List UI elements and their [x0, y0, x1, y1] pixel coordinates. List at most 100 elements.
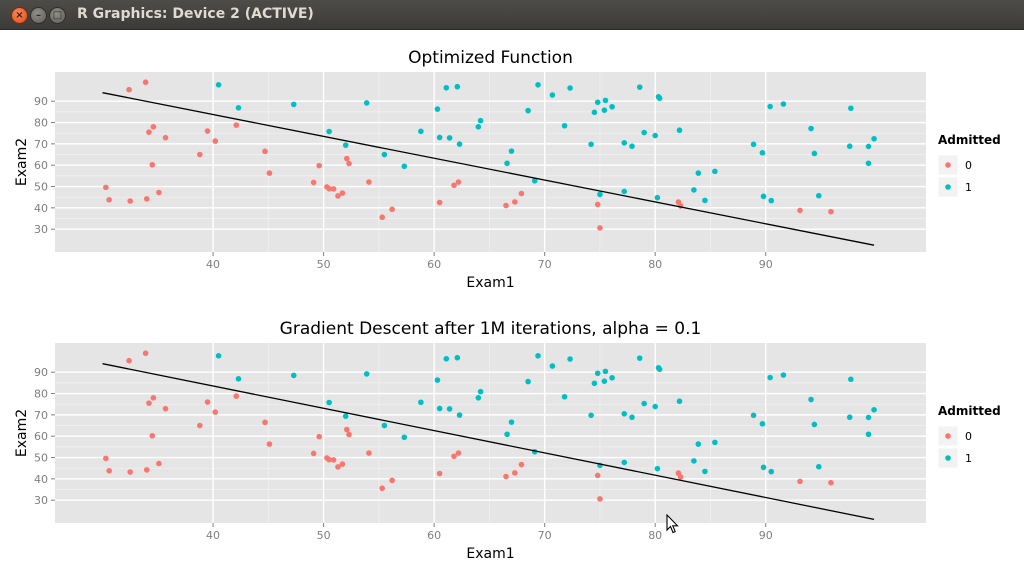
- point-admitted-1: [326, 128, 332, 135]
- point-admitted-1: [811, 150, 818, 157]
- point-admitted-0: [156, 189, 162, 196]
- point-admitted-1: [695, 441, 702, 447]
- point-admitted-0: [797, 207, 803, 214]
- point-admitted-1: [712, 168, 718, 175]
- point-admitted-1: [531, 177, 538, 184]
- point-admitted-1: [434, 106, 441, 112]
- point-admitted-1: [652, 403, 658, 410]
- maximize-button[interactable]: □: [49, 7, 66, 24]
- point-admitted-1: [768, 197, 775, 204]
- point-admitted-1: [561, 122, 568, 129]
- y-tick-label: 30: [34, 223, 48, 236]
- y-tick-label: 50: [34, 452, 48, 465]
- point-admitted-0: [233, 122, 240, 128]
- point-admitted-1: [865, 143, 872, 150]
- point-admitted-0: [326, 456, 332, 463]
- point-admitted-1: [636, 84, 643, 90]
- x-tick-label: 80: [648, 529, 662, 542]
- point-admitted-1: [767, 103, 773, 110]
- point-admitted-1: [477, 117, 484, 124]
- point-admitted-1: [702, 468, 708, 475]
- legend-key-point: [945, 455, 951, 461]
- point-admitted-0: [346, 431, 352, 438]
- point-admitted-0: [597, 496, 603, 502]
- x-tick-label: 70: [538, 529, 552, 542]
- x-tick-label: 90: [759, 529, 773, 542]
- point-admitted-0: [797, 478, 803, 485]
- point-admitted-0: [146, 400, 152, 406]
- point-admitted-1: [443, 84, 450, 91]
- point-admitted-0: [512, 470, 518, 476]
- point-admitted-1: [654, 465, 661, 472]
- point-admitted-1: [609, 374, 615, 381]
- x-tick-label: 90: [759, 258, 773, 271]
- point-admitted-1: [815, 192, 822, 199]
- point-admitted-1: [808, 125, 814, 132]
- legend-key-point: [945, 184, 951, 190]
- point-admitted-1: [235, 105, 242, 111]
- plot-panel: [55, 72, 926, 252]
- point-admitted-0: [142, 79, 149, 86]
- point-admitted-0: [335, 193, 341, 199]
- point-admitted-1: [504, 160, 510, 167]
- point-admitted-1: [676, 127, 683, 134]
- point-admitted-1: [475, 124, 482, 130]
- point-admitted-1: [691, 458, 697, 464]
- close-button[interactable]: ×: [11, 7, 28, 24]
- legend-title: Admitted: [938, 133, 1001, 147]
- point-admitted-1: [695, 170, 702, 176]
- x-tick-label: 70: [538, 258, 552, 271]
- point-admitted-0: [103, 455, 109, 462]
- x-axis-label: Exam1: [466, 546, 514, 562]
- point-admitted-1: [591, 380, 598, 387]
- x-tick-label: 60: [427, 258, 441, 271]
- point-admitted-1: [446, 406, 453, 412]
- point-admitted-1: [381, 151, 388, 158]
- window-title: R Graphics: Device 2 (ACTIVE): [77, 6, 314, 22]
- point-admitted-1: [621, 140, 628, 146]
- plot-area: 40 50 60 70 80 90 30 40 50 60 70 80 90 Optimized Func…: [0, 30, 1024, 576]
- y-tick-label: 70: [34, 138, 48, 151]
- point-admitted-1: [434, 377, 441, 383]
- point-admitted-1: [602, 368, 609, 375]
- point-admitted-0: [366, 450, 372, 456]
- chart-2: 40 50 60 70 80 90 30 40 50 60 70 80 90 Gradient Desce…: [14, 319, 1001, 562]
- y-tick-label: 70: [34, 409, 48, 422]
- point-admitted-0: [310, 179, 317, 186]
- point-admitted-0: [126, 86, 132, 93]
- point-admitted-1: [609, 103, 615, 110]
- point-admitted-1: [326, 399, 332, 406]
- y-tick-label: 80: [34, 117, 48, 130]
- point-admitted-0: [677, 474, 684, 480]
- point-admitted-1: [811, 421, 818, 428]
- point-admitted-1: [871, 406, 877, 413]
- point-admitted-1: [846, 143, 853, 150]
- point-admitted-0: [451, 182, 457, 189]
- point-admitted-0: [436, 470, 443, 477]
- point-admitted-0: [344, 155, 350, 162]
- point-admitted-1: [767, 374, 773, 381]
- point-admitted-1: [750, 141, 757, 148]
- point-admitted-1: [567, 85, 573, 91]
- point-admitted-1: [641, 129, 647, 136]
- y-tick-label: 40: [34, 202, 48, 215]
- point-admitted-0: [150, 395, 157, 401]
- chart-title: Gradient Descent after 1M iterations, al…: [280, 319, 702, 339]
- point-admitted-0: [455, 450, 462, 456]
- point-admitted-1: [525, 378, 531, 385]
- point-admitted-1: [456, 141, 463, 147]
- point-admitted-0: [149, 161, 156, 168]
- point-admitted-1: [780, 372, 787, 378]
- point-admitted-1: [848, 376, 854, 383]
- minimize-button[interactable]: –: [30, 7, 47, 24]
- point-admitted-1: [418, 399, 424, 406]
- point-admitted-1: [290, 101, 297, 108]
- point-admitted-1: [780, 101, 787, 107]
- point-admitted-0: [262, 419, 268, 426]
- point-admitted-0: [149, 432, 156, 439]
- window-titlebar: × – □ R Graphics: Device 2 (ACTIVE): [0, 0, 1024, 30]
- x-tick-label: 40: [206, 258, 220, 271]
- point-admitted-1: [621, 188, 628, 195]
- point-admitted-0: [212, 138, 219, 144]
- point-admitted-1: [597, 191, 603, 198]
